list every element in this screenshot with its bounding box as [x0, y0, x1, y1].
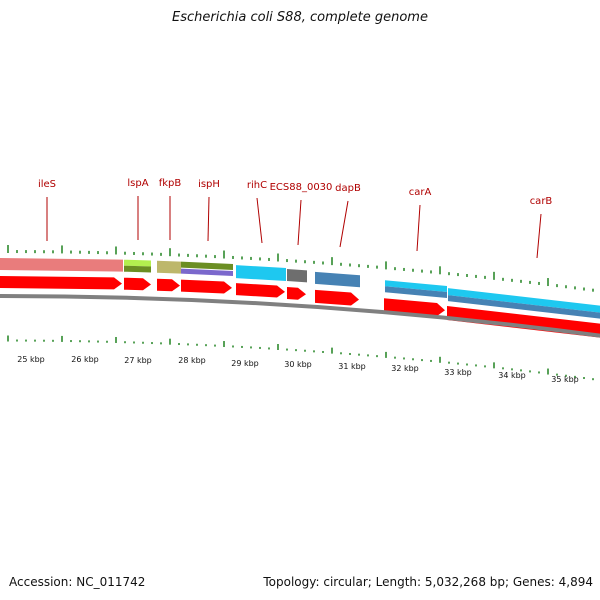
gene-leader-line: [207, 196, 210, 242]
genome-backbone: [0, 293, 600, 338]
topology-text: Topology: circular; Length: 5,032,268 bp…: [263, 575, 593, 589]
kbp-label: 25 kbp: [17, 355, 45, 364]
rihC-cds-arrow: [236, 283, 285, 298]
gene-leader-line: [416, 204, 421, 252]
gene-label: dapB: [335, 183, 361, 194]
gene-label: carA: [409, 187, 432, 198]
kbp-label: 34 kbp: [498, 371, 526, 380]
ileS-cds-arrow: [0, 276, 122, 290]
genome-title: Escherichia coli S88, complete genome: [172, 10, 428, 25]
kbp-label: 28 kbp: [178, 356, 206, 365]
kbp-label: 33 kbp: [444, 368, 472, 377]
rihC-band: [236, 265, 286, 281]
carA-band-bottom: [385, 286, 447, 298]
carA-band-top: [385, 280, 447, 292]
lspA-band-top: [124, 259, 151, 267]
gene-label: lspA: [127, 178, 148, 189]
ileS-band: [0, 258, 123, 272]
gene-leader-line: [536, 213, 542, 259]
ECS88-0030-band: [287, 269, 307, 283]
accession-text: Accession: NC_011742: [9, 575, 146, 589]
dapB-cds-arrow: [315, 289, 359, 306]
dapB-band: [315, 271, 360, 288]
kbp-label: 31 kbp: [338, 362, 366, 371]
gene-label: fkpB: [159, 178, 182, 189]
ispH-band-bottom: [181, 268, 233, 276]
ECS88-0030-cds-arrow: [287, 287, 306, 300]
kbp-label: 32 kbp: [391, 364, 419, 373]
gene-label: ispH: [198, 179, 220, 190]
gene-label: rihC: [247, 180, 267, 191]
fkpB-band: [157, 260, 181, 274]
gene-leader-line: [339, 200, 349, 248]
kbp-label: 29 kbp: [231, 359, 259, 368]
gene-label: ileS: [38, 179, 56, 190]
gene-leader-line: [297, 199, 302, 246]
kbp-label: 26 kbp: [71, 355, 99, 364]
lspA-cds-arrow: [124, 277, 151, 291]
ispH-band-top: [181, 261, 233, 270]
lspA-band-bottom: [124, 265, 151, 273]
gene-label: carB: [530, 196, 553, 207]
kbp-label: 30 kbp: [284, 360, 312, 369]
ispH-cds-arrow: [181, 279, 232, 294]
gene-label: ECS88_0030: [270, 182, 333, 193]
fkpB-cds-arrow: [157, 278, 180, 292]
carB-band-top: [448, 288, 600, 313]
kbp-label: 35 kbp: [551, 375, 579, 384]
kbp-label: 27 kbp: [124, 356, 152, 365]
gene-leader-line: [256, 197, 263, 244]
carB-band-bottom: [448, 295, 600, 319]
